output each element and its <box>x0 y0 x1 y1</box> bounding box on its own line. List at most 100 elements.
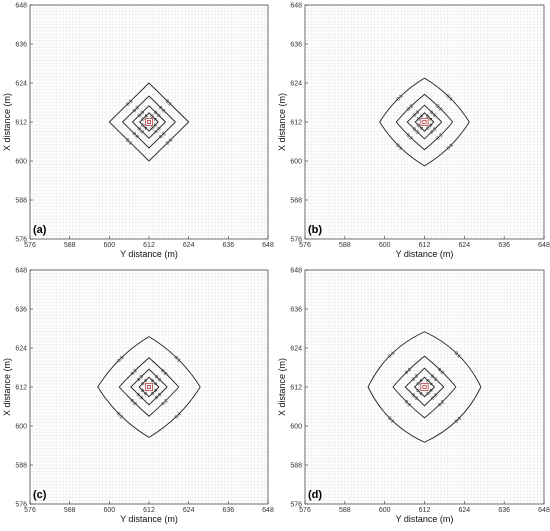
x-tick-label: 648 <box>538 507 550 514</box>
contour-label: 0.4 <box>140 113 149 122</box>
contour-label: 0.1 <box>116 355 125 364</box>
contour-label: 0.4 <box>149 378 158 387</box>
contour-label: 0.3 <box>136 374 145 383</box>
contour-label: 0.4 <box>424 378 433 387</box>
source-ring-inner <box>146 385 152 389</box>
y-axis-label: X distance (m) <box>277 358 287 416</box>
source-marker <box>145 118 153 126</box>
x-tick-label: 576 <box>299 507 311 514</box>
contour-label: 0.3 <box>411 126 420 135</box>
contour-label: 0.2 <box>159 368 168 377</box>
x-axis-label: Y distance (m) <box>120 249 178 259</box>
x-tick-label: 624 <box>458 507 470 514</box>
contour-label: 0.4 <box>414 388 423 397</box>
y-tick-label: 576 <box>290 502 302 509</box>
contour-label: 0.2 <box>435 132 444 141</box>
x-tick-label: 636 <box>222 507 234 514</box>
x-tick-label: 600 <box>103 507 115 514</box>
y-tick-label: 648 <box>290 3 302 10</box>
contour-line-0.4 <box>413 376 435 398</box>
contour-label: 0.3 <box>428 110 437 119</box>
y-tick-label: 612 <box>15 120 27 127</box>
contour-label: 0.3 <box>429 374 438 383</box>
chart-panel-4: 576 588 600 612 624 636 648 576 588 600 612 624 636 6… <box>277 268 550 525</box>
contour-label: 0.4 <box>150 122 159 131</box>
contour-label: 0.1 <box>173 355 182 364</box>
contour-label: 0.4 <box>139 388 148 397</box>
source-marker <box>145 383 153 391</box>
x-tick-label: 636 <box>498 242 510 249</box>
source-ring-inner <box>422 385 427 389</box>
contour-label: 0.3 <box>153 374 162 383</box>
panel-label: (b) <box>308 224 322 236</box>
contour-label: 0.2 <box>158 131 167 140</box>
y-tick-label: 600 <box>290 159 302 166</box>
grid-lines <box>304 269 545 505</box>
contour-label: 0.2 <box>131 131 140 140</box>
chart-panel-2: 576 588 600 612 624 636 648 576 588 600 612 624 636 6… <box>277 3 550 260</box>
y-tick-label: 624 <box>290 81 302 88</box>
y-tick-label: 648 <box>290 268 302 275</box>
y-tick-label: 588 <box>290 198 302 205</box>
x-tick-label: 576 <box>24 242 36 249</box>
contour-label: 0.2 <box>437 399 446 408</box>
contour-line-0.4 <box>414 112 435 132</box>
contour-label: 0.1 <box>395 93 404 102</box>
contour-label: 0.1 <box>394 143 403 152</box>
x-tick-label: 576 <box>299 242 311 249</box>
x-axis-label: Y distance (m) <box>396 249 454 259</box>
y-tick-label: 648 <box>15 3 27 10</box>
contour-label: 0.2 <box>160 398 169 407</box>
x-tick-label: 588 <box>339 242 351 249</box>
contour-label: 0.3 <box>430 392 439 401</box>
y-tick-label: 600 <box>15 424 27 431</box>
source-marker <box>420 118 429 126</box>
y-tick-label: 636 <box>290 42 302 49</box>
contour-label: 0.4 <box>416 378 425 387</box>
chart-panel-3: 576 588 600 612 624 636 648 576 588 600 612 624 636 6… <box>2 268 274 525</box>
contour-line-0.3 <box>131 105 166 139</box>
y-tick-label: 588 <box>15 198 27 205</box>
x-tick-label: 576 <box>24 507 36 514</box>
y-tick-label: 624 <box>15 81 27 88</box>
x-tick-label: 648 <box>262 507 274 514</box>
x-axis-label: Y distance (m) <box>120 514 178 524</box>
contour-line-0.2 <box>118 357 180 417</box>
x-tick-label: 648 <box>538 242 550 249</box>
contour-label: 0.2 <box>434 103 443 112</box>
contour-label: 0.2 <box>406 103 415 112</box>
contour-label: 0.3 <box>411 373 420 382</box>
chart-panel-1: 576 588 600 612 624 636 648 576 588 600 612 624 636 6… <box>2 3 274 260</box>
y-tick-label: 648 <box>15 268 27 275</box>
y-tick-label: 636 <box>15 307 27 314</box>
x-tick-label: 600 <box>379 507 391 514</box>
y-axis-label: X distance (m) <box>2 358 12 416</box>
contour-label: 0.1 <box>387 350 396 359</box>
contour-label: 0.4 <box>150 388 159 397</box>
y-tick-label: 624 <box>290 346 302 353</box>
contour-label: 0.3 <box>136 126 145 135</box>
contour-label: 0.1 <box>124 137 133 146</box>
source-ring-inner <box>422 120 427 124</box>
source-ring-outer <box>145 118 153 126</box>
contour-line-0.3 <box>406 104 443 140</box>
x-tick-label: 636 <box>222 242 234 249</box>
contour-label: 0.1 <box>446 142 455 151</box>
contour-label: 0.2 <box>403 399 412 408</box>
contour-label: 0.2 <box>404 367 413 376</box>
contour-label: 0.4 <box>425 122 434 131</box>
x-tick-label: 600 <box>379 242 391 249</box>
contour-line-0.1 <box>97 336 201 438</box>
contour-line-0.1 <box>108 82 189 162</box>
y-tick-label: 636 <box>15 42 27 49</box>
contour-label: 0.4 <box>424 113 433 122</box>
panel-label: (a) <box>33 224 47 236</box>
y-axis-label: X distance (m) <box>2 93 12 151</box>
contour-line-0.2 <box>395 93 454 151</box>
panel-label: (d) <box>308 489 322 501</box>
x-tick-label: 624 <box>183 507 195 514</box>
x-axis-label: Y distance (m) <box>396 514 454 524</box>
source-ring-outer <box>420 383 429 391</box>
x-tick-label: 612 <box>143 242 155 249</box>
x-tick-label: 612 <box>419 242 431 249</box>
